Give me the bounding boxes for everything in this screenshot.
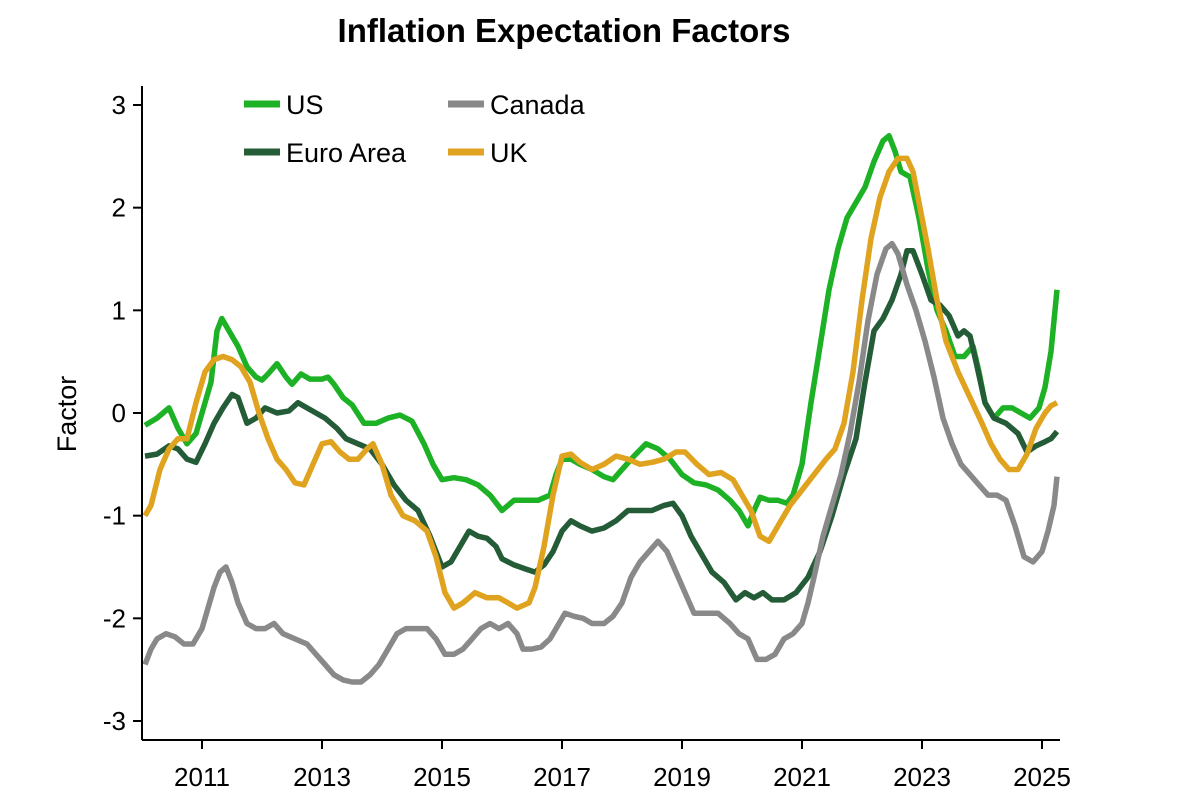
x-tick-label: 2025 (1013, 762, 1071, 792)
series-line-uk (142, 155, 1059, 611)
y-tick-label: -2 (103, 603, 126, 633)
x-tick-label: 2017 (533, 762, 591, 792)
x-tick-label: 2021 (773, 762, 831, 792)
x-tick-label: 2013 (293, 762, 351, 792)
y-tick-label: 1 (112, 295, 126, 325)
plot-lines (142, 133, 1060, 685)
series-line-us (143, 133, 1060, 529)
y-tick-label: 3 (112, 90, 126, 120)
x-tick-label: 2019 (653, 762, 711, 792)
series-line-euro-area (144, 248, 1060, 603)
y-tick-label: 0 (112, 398, 126, 428)
legend-label-euro-area: Euro Area (286, 138, 407, 168)
legend-label-us: US (286, 90, 324, 120)
series-line-canada (142, 240, 1060, 685)
x-tick-label: 2015 (413, 762, 471, 792)
x-tick-label: 2011 (174, 762, 230, 792)
chart-title: Inflation Expectation Factors (338, 12, 791, 49)
y-tick-label: -3 (103, 706, 126, 736)
y-tick-label: 2 (112, 193, 126, 223)
legend-label-canada: Canada (490, 90, 586, 120)
axes: 3 2 1 0 -1 -2 -3 2011 2013 2015 2017 2019 2021 2023 20… (103, 86, 1071, 792)
y-axis-label: Factor (52, 376, 82, 453)
legend: US Euro Area Canada UK (244, 90, 586, 168)
legend-label-uk: UK (490, 138, 528, 168)
x-tick-label: 2023 (893, 762, 951, 792)
y-tick-label: -1 (103, 501, 126, 531)
